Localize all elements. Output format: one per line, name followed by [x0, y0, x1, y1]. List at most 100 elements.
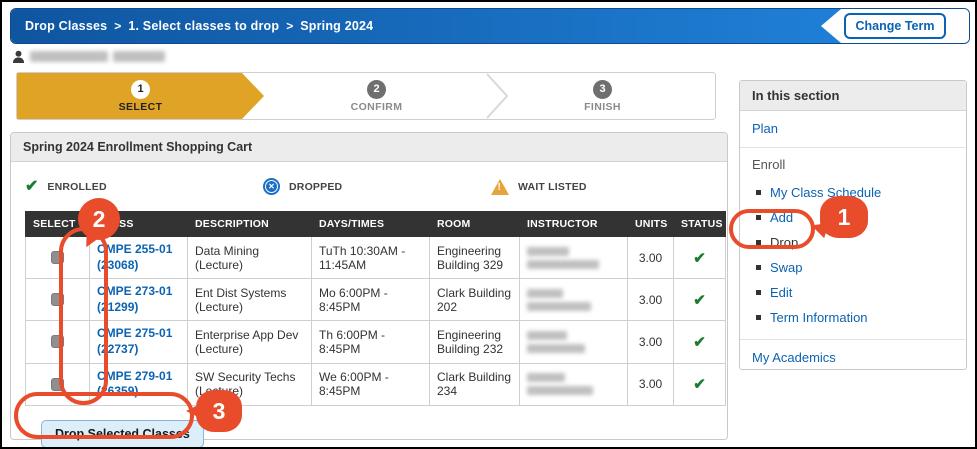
row-4-enrolled-check-icon: ✔ — [693, 376, 706, 394]
sidebar-enroll-section: Enroll My Class Schedule Add Drop Swap E… — [740, 148, 966, 340]
annotation-circle-drop-link — [729, 209, 815, 249]
row-2-units: 3.00 — [627, 278, 674, 322]
wizard-step-select: 1 SELECT — [17, 73, 264, 119]
row-2-days-times: Mo 6:00PM - 8:45PM — [311, 278, 430, 322]
row-1-room: Engineering Building 329 — [429, 235, 520, 280]
user-info — [12, 48, 165, 64]
annotation-badge-2: 2 — [78, 198, 120, 251]
row-2-class-link[interactable]: CMPE 273-01 (21299) — [97, 284, 173, 314]
bullet-icon — [756, 315, 761, 320]
breadcrumb-drop-classes: Drop Classes — [25, 19, 108, 33]
row-2-instructor-redacted — [519, 278, 628, 322]
table-row: CMPE 279-01(26359) SW Security Techs (Le… — [25, 362, 726, 406]
sidebar-my-academics-section: My Academics — [740, 340, 966, 376]
annotation-tail — [186, 403, 202, 419]
bullet-icon — [756, 290, 761, 295]
annotation-circle-checkboxes — [59, 227, 108, 405]
step-1-label: SELECT — [118, 100, 163, 113]
step-2-label: CONFIRM — [350, 100, 403, 113]
bullet-icon — [756, 265, 761, 270]
row-4-instructor-redacted — [519, 362, 628, 406]
col-units: UNITS — [627, 211, 674, 237]
waitlist-warning-icon: ! — [491, 178, 509, 195]
row-3-days-times: Th 6:00PM - 8:45PM — [311, 320, 430, 364]
col-instructor: INSTRUCTOR — [519, 211, 628, 237]
step-2-number: 2 — [367, 79, 386, 99]
sidebar-item-add[interactable]: Add — [752, 205, 954, 230]
bullet-icon — [756, 240, 761, 245]
table-header-row: SELECT CLASS DESCRIPTION DAYS/TIMES ROOM… — [25, 211, 726, 237]
row-4-days-times: We 6:00PM - 8:45PM — [311, 362, 430, 406]
row-3-class-link[interactable]: CMPE 275-01 (22737) — [97, 326, 173, 356]
breadcrumb-step: 1. Select classes to drop — [128, 19, 280, 33]
row-4-room: Clark Building 234 — [429, 362, 520, 406]
legend-waitlisted: ! WAIT LISTED — [491, 178, 587, 195]
legend-enrolled-label: ENROLLED — [47, 180, 107, 193]
annotation-circle-drop-button — [14, 392, 194, 439]
sidebar-item-swap[interactable]: Swap — [752, 255, 954, 280]
sidebar-item-my-academics[interactable]: My Academics — [752, 350, 836, 365]
user-name-redacted — [113, 50, 165, 62]
step-wizard: 1 SELECT 2 CONFIRM 3 FINISH — [16, 72, 716, 120]
breadcrumb: Drop Classes > 1. Select classes to drop… — [11, 9, 841, 43]
step-1-number: 1 — [131, 80, 150, 99]
sidebar-plan-section: Plan — [740, 111, 966, 148]
row-1-units: 3.00 — [627, 235, 674, 280]
bullet-icon — [756, 190, 761, 195]
enrolled-check-icon: ✔ — [25, 177, 39, 195]
annotation-badge-3: 3 — [186, 390, 242, 432]
sidebar-enroll-heading: Enroll — [752, 157, 786, 172]
change-term-button[interactable]: Change Term — [843, 13, 947, 39]
step-3-label: FINISH — [584, 100, 621, 113]
wizard-step-finish: 3 FINISH — [490, 73, 715, 119]
status-legend: ✔ ENROLLED ✕ DROPPED ! WAIT LISTED — [25, 178, 715, 195]
sidebar-item-term-information[interactable]: Term Information — [752, 305, 954, 330]
drop-selected-classes-button[interactable]: Drop Selected Classes — [41, 419, 204, 447]
breadcrumb-separator: > — [114, 19, 122, 33]
step-divider-chevron — [486, 73, 509, 119]
cart-title: Spring 2024 Enrollment Shopping Cart — [11, 133, 727, 162]
col-room: ROOM — [429, 211, 520, 237]
legend-dropped-label: DROPPED — [289, 180, 343, 193]
change-term-area: Change Term — [821, 9, 969, 43]
legend-waitlisted-label: WAIT LISTED — [518, 180, 587, 193]
row-1-days-times: TuTh 10:30AM - 11:45AM — [311, 235, 430, 280]
shopping-cart-panel: Spring 2024 Enrollment Shopping Cart ✔ E… — [10, 132, 728, 447]
annotation-badge-1: 1 — [808, 196, 868, 239]
row-1-class-link[interactable]: CMPE 255-01 (23068) — [97, 242, 173, 272]
legend-dropped: ✕ DROPPED — [263, 178, 491, 195]
sidebar-item-plan[interactable]: Plan — [752, 121, 779, 136]
row-3-instructor-redacted — [519, 320, 628, 364]
dropped-circle-icon: ✕ — [263, 178, 280, 195]
bullet-icon — [756, 215, 761, 220]
table-row: CMPE 273-01 (21299) Ent Dist Systems (Lec… — [25, 278, 726, 322]
row-1-description: Data Mining (Lecture) — [187, 235, 312, 280]
col-status: STATUS — [673, 211, 726, 237]
sidebar-item-edit[interactable]: Edit — [752, 280, 954, 305]
row-3-room: Engineering Building 232 — [429, 320, 520, 364]
row-3-description: Enterprise App Dev (Lecture) — [187, 320, 312, 364]
row-2-enrolled-check-icon: ✔ — [693, 291, 706, 309]
col-description: DESCRIPTION — [187, 211, 312, 237]
user-icon — [12, 50, 25, 63]
cart-table: SELECT CLASS DESCRIPTION DAYS/TIMES ROOM… — [25, 211, 726, 406]
breadcrumb-separator: > — [286, 19, 294, 33]
row-1-enrolled-check-icon: ✔ — [693, 249, 706, 267]
cart-body: ✔ ENROLLED ✕ DROPPED ! WAIT LISTED — [11, 162, 727, 447]
row-3-enrolled-check-icon: ✔ — [693, 333, 706, 351]
breadcrumb-term: Spring 2024 — [300, 19, 374, 33]
user-name-redacted — [30, 50, 108, 62]
row-1-instructor-redacted — [519, 235, 628, 280]
sidebar-title: In this section — [740, 81, 966, 111]
table-row: CMPE 255-01 (23068) Data Mining (Lecture)… — [25, 235, 726, 280]
row-2-room: Clark Building 202 — [429, 278, 520, 322]
row-2-description: Ent Dist Systems (Lecture) — [187, 278, 312, 322]
breadcrumb-bar: Drop Classes > 1. Select classes to drop… — [10, 8, 970, 44]
wizard-step-confirm: 2 CONFIRM — [264, 73, 489, 119]
row-3-units: 3.00 — [627, 320, 674, 364]
table-row: CMPE 275-01 (22737) Enterprise App Dev (L… — [25, 320, 726, 364]
legend-enrolled: ✔ ENROLLED — [25, 177, 263, 195]
col-days-times: DAYS/TIMES — [311, 211, 430, 237]
row-4-units: 3.00 — [627, 362, 674, 406]
